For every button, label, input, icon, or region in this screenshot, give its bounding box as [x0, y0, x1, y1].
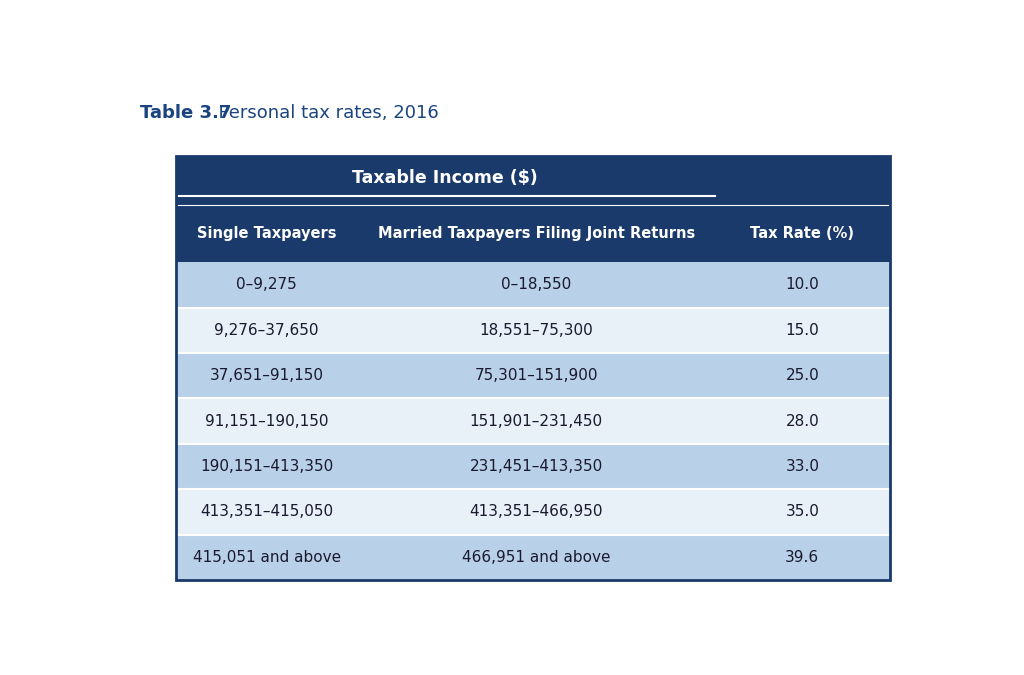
- Bar: [176, 157, 890, 205]
- Text: 75,301–151,900: 75,301–151,900: [474, 369, 598, 383]
- Bar: [176, 443, 890, 489]
- Text: 466,951 and above: 466,951 and above: [462, 549, 610, 565]
- Text: Tax Rate (%): Tax Rate (%): [751, 226, 854, 241]
- Bar: [176, 535, 890, 580]
- Bar: [176, 263, 890, 308]
- Text: 33.0: 33.0: [785, 459, 819, 474]
- Text: 25.0: 25.0: [785, 369, 819, 383]
- Text: 10.0: 10.0: [785, 277, 819, 292]
- Text: 413,351–415,050: 413,351–415,050: [200, 504, 333, 519]
- Text: 415,051 and above: 415,051 and above: [193, 549, 341, 565]
- Bar: [176, 489, 890, 535]
- Text: Single Taxpayers: Single Taxpayers: [197, 226, 337, 241]
- Bar: [176, 398, 890, 443]
- Bar: [176, 308, 890, 353]
- Text: 15.0: 15.0: [785, 323, 819, 338]
- Text: 37,651–91,150: 37,651–91,150: [210, 369, 324, 383]
- Text: 413,351–466,950: 413,351–466,950: [470, 504, 603, 519]
- Text: 190,151–413,350: 190,151–413,350: [200, 459, 333, 474]
- Text: Personal tax rates, 2016: Personal tax rates, 2016: [207, 105, 439, 122]
- Text: 9,276–37,650: 9,276–37,650: [214, 323, 318, 338]
- Text: 151,901–231,450: 151,901–231,450: [470, 414, 603, 429]
- Text: Married Taxpayers Filing Joint Returns: Married Taxpayers Filing Joint Returns: [378, 226, 695, 241]
- Text: 18,551–75,300: 18,551–75,300: [479, 323, 593, 338]
- Text: 0–9,275: 0–9,275: [237, 277, 297, 292]
- Text: 91,151–190,150: 91,151–190,150: [205, 414, 329, 429]
- Text: 35.0: 35.0: [785, 504, 819, 519]
- Text: 39.6: 39.6: [785, 549, 819, 565]
- Bar: [176, 353, 890, 398]
- Text: Taxable Income ($): Taxable Income ($): [352, 169, 539, 187]
- Text: 0–18,550: 0–18,550: [501, 277, 571, 292]
- Text: Table 3.7: Table 3.7: [140, 105, 231, 122]
- Text: 231,451–413,350: 231,451–413,350: [470, 459, 603, 474]
- Text: 28.0: 28.0: [785, 414, 819, 429]
